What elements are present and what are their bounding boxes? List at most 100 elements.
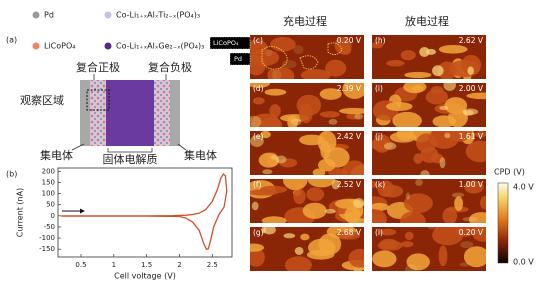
image-voltage: 2.52 V: [337, 180, 362, 189]
y-tick-label: 150: [42, 178, 55, 186]
scan-arrow-head: [80, 208, 85, 214]
grain-hi: [384, 142, 397, 150]
x-tick-label: 1: [112, 261, 116, 269]
leader: [177, 143, 187, 151]
grain: [269, 104, 281, 118]
collector-label: 集电体: [184, 148, 217, 162]
grain-hi: [294, 246, 304, 255]
grain-hi: [439, 157, 446, 169]
grain: [456, 131, 468, 140]
grain-hi: [251, 201, 259, 211]
column-title: 充电过程: [283, 14, 327, 28]
grain: [344, 206, 361, 223]
grain: [348, 248, 364, 268]
grain: [463, 246, 486, 268]
grain: [438, 245, 448, 267]
grain: [413, 153, 423, 164]
grain-hi: [451, 192, 465, 198]
grain-hi: [427, 227, 439, 230]
y-tick-label: 200: [42, 167, 55, 175]
grain: [430, 86, 444, 95]
image-voltage: 1.00 V: [459, 180, 484, 189]
grain: [284, 256, 312, 271]
legend-dot: [32, 11, 40, 19]
grain: [298, 103, 313, 124]
kpfm-image: [250, 179, 364, 223]
image-voltage: 1.61 V: [459, 132, 484, 141]
grain-hi: [426, 48, 437, 55]
grain-hi: [331, 179, 340, 190]
cv-chart: -150 -100 -50 0 50 100 150 200 0.5 1 1.5 2 2.5 Cell v…: [16, 167, 233, 281]
colorbar-max: 4.0 V: [513, 183, 534, 192]
grain: [425, 89, 448, 105]
grain: [403, 193, 433, 214]
collector: [170, 80, 180, 146]
grain: [464, 180, 484, 194]
grain: [307, 179, 336, 188]
grain-hi: [271, 69, 282, 79]
plot-frame: [57, 167, 233, 258]
grain: [250, 189, 279, 196]
grain: [468, 212, 486, 223]
legend-text: LiCoPO₄: [44, 42, 76, 51]
image-voltage: 2.62 V: [459, 36, 484, 45]
grain: [325, 59, 347, 77]
collector-label: 集电体: [40, 148, 73, 162]
grain: [319, 111, 340, 118]
image-label: (h): [375, 36, 386, 45]
image-label: (d): [253, 84, 264, 93]
grain: [437, 61, 457, 79]
legend-text: Co-Li₁₊ₓAlₓTi₂₋ₓ(PO₄)₃: [116, 11, 200, 20]
grain: [381, 184, 404, 198]
grain-hi: [262, 169, 273, 175]
inset-box: [209, 36, 251, 50]
grain-hi: [405, 192, 411, 200]
grain: [272, 67, 295, 79]
grain: [404, 71, 432, 79]
cv-curve: [61, 173, 228, 250]
grain-hi: [250, 135, 264, 148]
column-title: 放电过程: [405, 14, 449, 28]
kpfm-image: [372, 35, 486, 79]
grain: [267, 69, 277, 79]
image-label: (e): [253, 132, 264, 141]
grain: [250, 248, 265, 267]
grain: [404, 231, 414, 241]
grain: [335, 231, 361, 240]
grain: [339, 44, 352, 56]
grain: [287, 115, 299, 127]
grain-hi: [415, 179, 423, 186]
grain: [474, 131, 486, 138]
grain-hi: [405, 264, 418, 271]
image-label: (f): [253, 180, 262, 189]
kpfm-image: [250, 227, 364, 271]
grain-hi: [263, 227, 276, 235]
panel-label: (a): [6, 36, 17, 45]
grain: [250, 39, 268, 55]
image-voltage: 2.68 V: [337, 228, 362, 237]
grain: [282, 179, 308, 191]
kpfm-image: [250, 83, 364, 127]
grain: [250, 243, 265, 252]
grain-hi: [443, 83, 456, 91]
grain-hi: [467, 66, 474, 76]
image-voltage: 2.39 V: [337, 84, 362, 93]
kpfm-image: [372, 83, 486, 127]
grain: [253, 97, 265, 105]
collector: [80, 80, 90, 146]
grain: [372, 42, 384, 49]
grain: [300, 233, 310, 241]
electrolyte: [106, 80, 154, 146]
y-tick-label: 100: [42, 190, 55, 198]
colorbar-min: 0.0 V: [513, 258, 534, 267]
y-tick-label: -150: [39, 245, 55, 253]
grain: [346, 113, 361, 120]
grain-hi: [283, 233, 296, 239]
y-tick-label: -100: [39, 234, 55, 242]
x-axis-label: Cell voltage (V): [114, 272, 176, 281]
grain: [472, 227, 486, 242]
image-voltage: 2.42 V: [337, 132, 362, 141]
y-tick-label: 0: [51, 212, 55, 220]
anode: [154, 80, 170, 146]
